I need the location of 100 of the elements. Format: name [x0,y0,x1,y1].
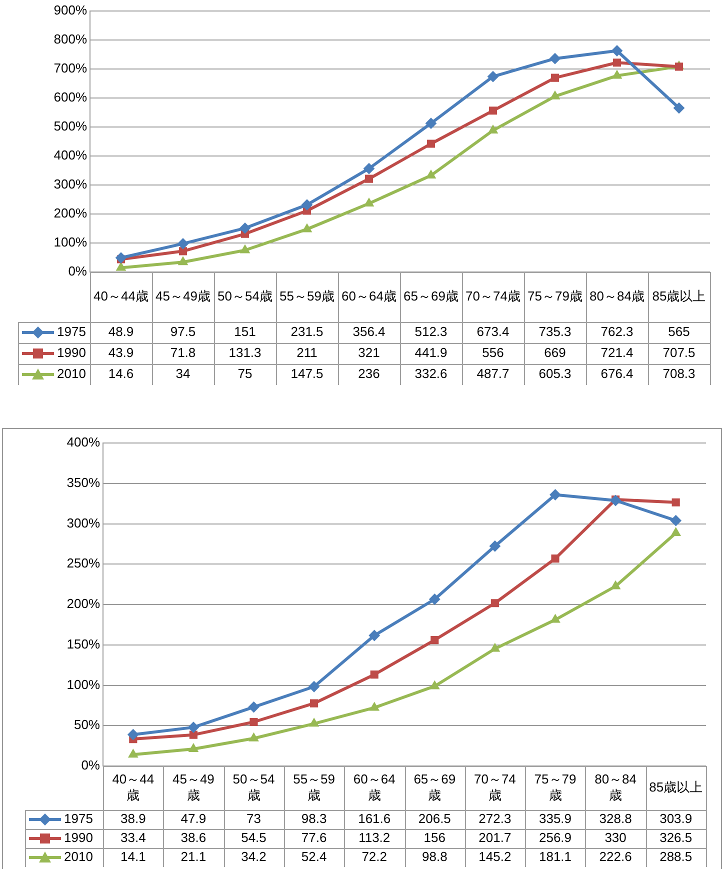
data-label: 151 [234,324,256,340]
y-tick-label: 500% [54,118,88,134]
data-label: 98.3 [301,811,327,826]
point [610,580,620,590]
x-tick-label: 45～49歳 [156,288,210,304]
point [551,554,560,563]
data-label: 206.5 [418,811,451,826]
data-label: 47.9 [180,811,206,826]
data-label: 512.3 [414,324,448,340]
data-label: 356.4 [352,324,386,340]
data-label: 38.6 [180,830,206,846]
data-label: 330 [604,830,626,846]
data-label: 113.2 [358,830,390,846]
data-label: 33.4 [120,830,146,846]
data-label: 161.6 [358,811,391,826]
point [370,702,380,711]
legend-label: 1990 [57,345,86,360]
legend-label: 1990 [64,830,93,846]
legend-label: 2010 [64,849,93,864]
data-label: 673.4 [476,324,510,340]
data-label: 181.1 [538,849,572,864]
data-label: 77.6 [301,830,327,846]
point [370,670,378,679]
point [674,102,684,114]
point [178,256,188,266]
data-label: 14.1 [120,849,146,864]
data-label: 52.4 [301,849,327,864]
point [550,90,560,100]
x-tick-label: 50～54歳 [232,772,275,803]
y-tick-label: 300% [66,515,100,530]
point [240,244,250,254]
point [364,198,374,207]
point [550,74,560,82]
data-label: 48.9 [108,324,134,340]
point [178,238,188,250]
x-tick-label: 80～84歳 [590,288,644,304]
data-label: 326.5 [660,830,692,846]
point [368,630,380,642]
data-label: 131.3 [228,345,262,360]
y-tick-label: 0% [68,264,88,279]
y-tick-label: 800% [54,31,88,46]
point [426,170,436,178]
point [490,599,499,608]
y-tick-label: 200% [66,596,100,612]
x-tick-label: 80～84歳 [594,772,637,803]
point [309,718,319,727]
point [672,498,680,506]
y-tick-label: 150% [66,636,100,652]
point [248,732,259,742]
y-tick-label: 900% [54,2,88,18]
point [426,118,436,129]
legend-label: 1975 [64,811,93,826]
point [128,749,138,758]
data-label: 332.6 [414,366,448,382]
point [302,224,312,232]
point [188,722,199,733]
point [488,106,498,115]
x-tick-label: 55～59歳 [280,288,334,304]
data-label: 708.3 [662,366,696,382]
x-tick-label: 60～64歳 [353,772,396,803]
data-label: 147.5 [290,366,324,382]
data-label: 222.6 [599,849,632,864]
x-tick-label: 70～74歳 [466,288,520,304]
y-tick-label: 100% [66,676,100,692]
y-tick-label: 700% [54,60,88,76]
y-tick-label: 200% [54,206,88,221]
legend-label: 1975 [57,324,86,340]
data-label: 34.2 [241,849,266,864]
point [426,140,436,148]
data-label: 487.7 [476,366,510,382]
data-label: 98.8 [422,849,448,864]
x-tick-label: 40～44歳 [112,772,154,803]
data-label: 75 [238,366,252,382]
x-tick-label: 50～54歳 [218,288,272,304]
point [612,58,622,67]
data-label: 97.5 [170,324,196,340]
data-label: 211 [296,345,318,360]
data-label: 156 [424,830,446,846]
legend-label: 2010 [57,366,86,382]
x-tick-label: 75～79歳 [528,288,582,304]
y-tick-label: 600% [54,89,88,104]
data-label: 328.8 [599,811,632,826]
x-tick-label: 45～49歳 [172,772,214,803]
data-label: 21.1 [180,849,206,864]
point [116,262,126,271]
point [429,594,440,605]
point [671,528,681,536]
data-label: 441.9 [414,345,448,360]
point [674,62,684,71]
x-tick-label: 55～59歳 [293,772,336,803]
point [188,743,198,752]
data-label: 303.9 [660,811,692,826]
point [550,489,561,500]
data-label: 145.2 [478,849,512,864]
point [488,124,498,134]
data-label: 669 [544,345,566,360]
y-tick-label: 350% [66,474,100,490]
point [430,680,440,690]
point [310,699,318,708]
data-label: 54.5 [241,830,266,846]
